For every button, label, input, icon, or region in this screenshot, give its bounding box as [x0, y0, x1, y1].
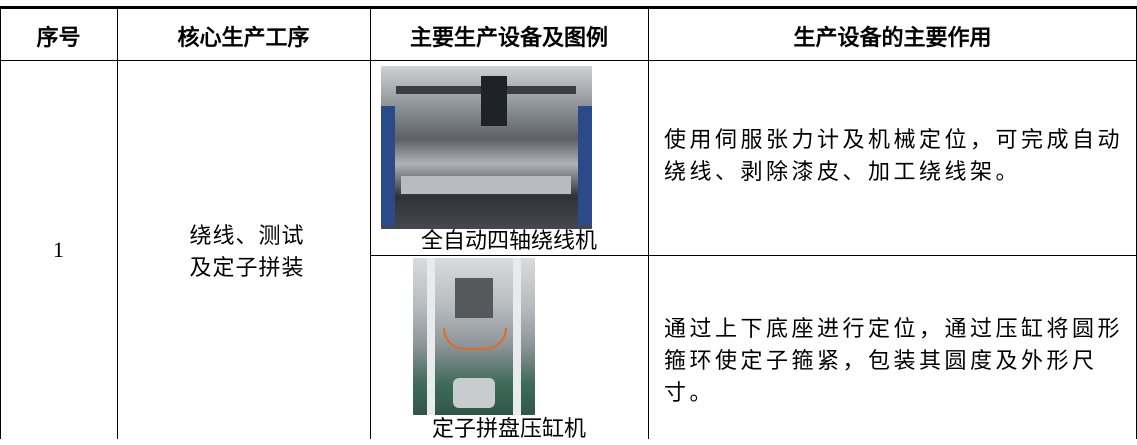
photo-winding-machine: [381, 66, 592, 229]
equipment-caption: 全自动四轴绕线机: [420, 228, 597, 253]
rule: [0, 6, 1137, 9]
rule: [648, 6, 649, 439]
process: 绕线、测试及定子拼装: [189, 223, 305, 280]
row-index: 1: [53, 237, 64, 262]
photo-press-machine: [413, 258, 535, 415]
header: 生产设备的主要作用: [793, 25, 992, 50]
header: 核心生产工序: [177, 25, 310, 50]
equipment-caption: 定子拼盘压缸机: [431, 416, 586, 441]
equipment-function: 使用伺服张力计及机械定位，可完成自动绕线、剥除漆皮、加工绕线架。: [664, 127, 1124, 184]
rule: [370, 255, 1137, 256]
rule: [117, 6, 118, 439]
rule: [0, 60, 1137, 61]
equipment-function: 通过上下底座进行定位，通过压缸将圆形箍环使定子箍紧，包装其圆度及外形尺寸。: [664, 316, 1124, 405]
rule: [370, 6, 371, 439]
header: 序号: [36, 25, 81, 50]
header: 主要生产设备及图例: [409, 25, 608, 50]
rule: [0, 6, 1, 439]
